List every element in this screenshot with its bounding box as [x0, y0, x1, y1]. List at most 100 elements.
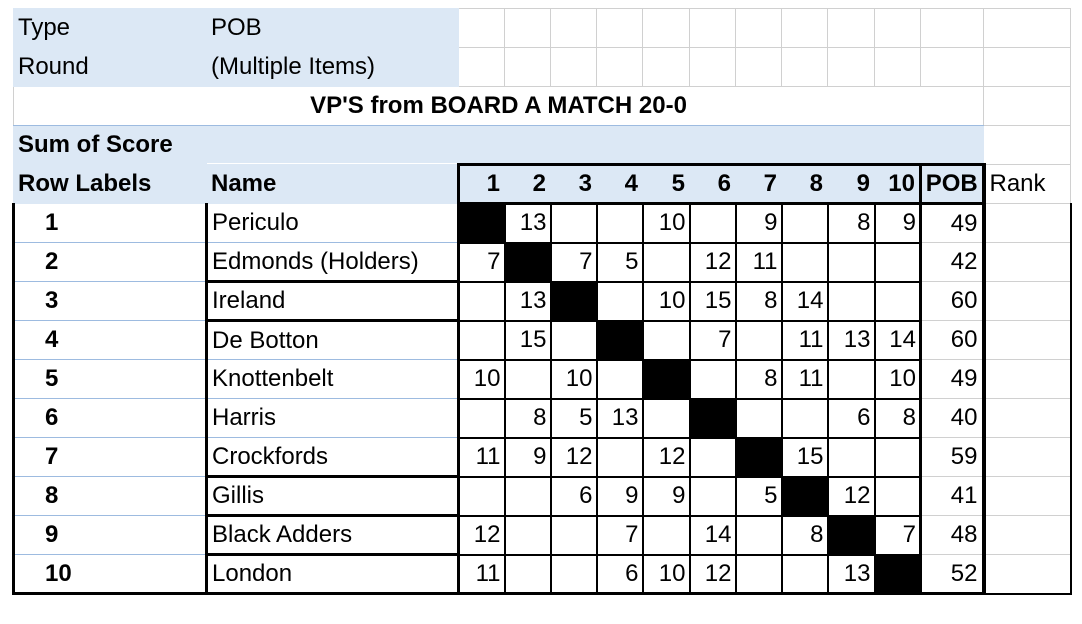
score-cell[interactable]: 13: [826, 319, 876, 361]
score-cell[interactable]: [734, 553, 783, 595]
score-cell[interactable]: 7: [688, 319, 737, 361]
score-cell[interactable]: [457, 475, 506, 517]
score-cell[interactable]: [688, 202, 737, 244]
empty-cell[interactable]: [983, 8, 1071, 48]
score-cell[interactable]: 12: [688, 241, 737, 283]
rank-cell[interactable]: [983, 554, 1072, 595]
score-cell[interactable]: [641, 241, 691, 283]
empty-cell[interactable]: [596, 8, 643, 48]
score-cell[interactable]: [549, 202, 598, 244]
diagonal-blank-cell[interactable]: [503, 241, 552, 283]
score-cell[interactable]: [780, 241, 829, 283]
score-cell[interactable]: [734, 319, 783, 361]
score-cell[interactable]: 12: [826, 475, 876, 517]
score-cell[interactable]: 5: [734, 475, 783, 517]
empty-cell[interactable]: [735, 47, 782, 87]
score-cell[interactable]: 12: [641, 436, 691, 478]
score-cell[interactable]: 15: [688, 280, 737, 322]
score-cell[interactable]: [780, 553, 829, 595]
name-header[interactable]: Name: [206, 164, 459, 204]
score-cell[interactable]: 5: [595, 241, 644, 283]
row-label[interactable]: 2: [12, 242, 208, 282]
filter-value-dropdown[interactable]: (Multiple Items): [206, 47, 459, 87]
score-cell[interactable]: [688, 358, 737, 400]
score-cell[interactable]: [641, 319, 691, 361]
pob-total[interactable]: 40: [919, 398, 986, 438]
score-cell[interactable]: [826, 436, 876, 478]
rank-cell[interactable]: [983, 476, 1072, 516]
pob-total[interactable]: 42: [919, 242, 986, 282]
rank-header[interactable]: Rank: [983, 164, 1071, 204]
diagonal-blank-cell[interactable]: [549, 280, 598, 322]
score-cell[interactable]: 9: [595, 475, 644, 517]
empty-cell[interactable]: [983, 47, 1071, 87]
row-label[interactable]: 4: [12, 320, 208, 360]
pob-total[interactable]: 52: [919, 554, 986, 595]
score-cell[interactable]: 6: [549, 475, 598, 517]
empty-cell[interactable]: [596, 47, 643, 87]
column-header[interactable]: 2: [504, 163, 551, 205]
rank-cell[interactable]: [983, 320, 1072, 360]
score-cell[interactable]: 11: [734, 241, 783, 283]
rank-cell[interactable]: [983, 242, 1072, 282]
score-cell[interactable]: 10: [641, 202, 691, 244]
empty-cell[interactable]: [781, 8, 828, 48]
score-cell[interactable]: [734, 514, 783, 556]
score-cell[interactable]: [457, 397, 506, 439]
filter-label[interactable]: Round: [13, 47, 207, 87]
rank-cell[interactable]: [983, 281, 1072, 321]
team-name[interactable]: Harris: [206, 398, 460, 438]
row-label[interactable]: 5: [12, 359, 208, 399]
score-cell[interactable]: 11: [780, 319, 829, 361]
score-cell[interactable]: 7: [873, 514, 922, 556]
score-cell[interactable]: [780, 397, 829, 439]
score-cell[interactable]: 8: [826, 202, 876, 244]
score-cell[interactable]: 9: [503, 436, 552, 478]
team-name[interactable]: Periculo: [206, 203, 460, 243]
row-labels-header[interactable]: Row Labels: [13, 164, 207, 204]
team-name[interactable]: De Botton: [206, 320, 460, 360]
empty-cell[interactable]: [827, 8, 875, 48]
score-cell[interactable]: 8: [873, 397, 922, 439]
empty-cell[interactable]: [983, 86, 1071, 126]
row-label[interactable]: 7: [12, 437, 208, 477]
score-cell[interactable]: 10: [641, 280, 691, 322]
score-cell[interactable]: 9: [734, 202, 783, 244]
score-cell[interactable]: [595, 436, 644, 478]
score-cell[interactable]: [641, 514, 691, 556]
column-header[interactable]: 5: [642, 163, 690, 205]
empty-cell[interactable]: [874, 8, 921, 48]
empty-cell[interactable]: [735, 8, 782, 48]
score-cell[interactable]: 15: [780, 436, 829, 478]
column-header[interactable]: 8: [781, 163, 828, 205]
score-cell[interactable]: 13: [595, 397, 644, 439]
filter-value-dropdown[interactable]: POB: [206, 8, 459, 48]
row-label[interactable]: 1: [12, 203, 208, 243]
score-cell[interactable]: [549, 553, 598, 595]
team-name[interactable]: Ireland: [205, 280, 460, 322]
empty-cell[interactable]: [874, 47, 921, 87]
pob-total[interactable]: 60: [919, 281, 986, 321]
score-cell[interactable]: 11: [780, 358, 829, 400]
empty-cell[interactable]: [920, 8, 984, 48]
score-cell[interactable]: [873, 475, 922, 517]
empty-cell[interactable]: [458, 47, 505, 87]
score-cell[interactable]: 13: [503, 280, 552, 322]
pob-total[interactable]: 41: [919, 476, 986, 516]
score-cell[interactable]: [873, 280, 922, 322]
row-label[interactable]: 6: [12, 398, 208, 438]
score-cell[interactable]: [734, 397, 783, 439]
row-label[interactable]: 3: [12, 281, 208, 321]
diagonal-blank-cell[interactable]: [641, 358, 691, 400]
column-header[interactable]: 9: [827, 163, 875, 205]
score-cell[interactable]: 10: [549, 358, 598, 400]
pob-total[interactable]: 59: [919, 437, 986, 477]
column-header[interactable]: 3: [550, 163, 597, 205]
empty-cell[interactable]: [504, 8, 551, 48]
empty-cell[interactable]: [781, 47, 828, 87]
score-cell[interactable]: 11: [457, 436, 506, 478]
score-cell[interactable]: 10: [873, 358, 922, 400]
column-header[interactable]: 6: [689, 163, 736, 205]
score-cell[interactable]: 12: [457, 514, 506, 556]
score-cell[interactable]: [780, 202, 829, 244]
